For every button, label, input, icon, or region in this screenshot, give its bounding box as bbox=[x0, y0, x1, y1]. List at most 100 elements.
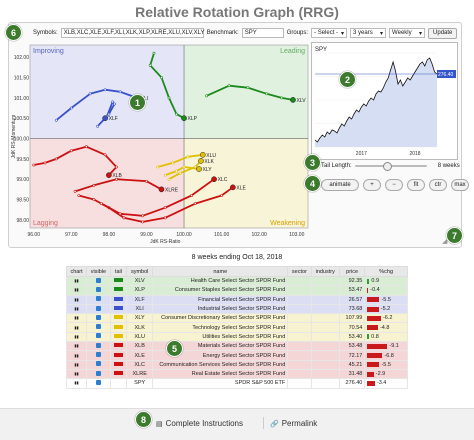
pct-change-label: -6.8 bbox=[384, 352, 394, 359]
visible-checkbox[interactable] bbox=[95, 305, 101, 311]
rrg-chart[interactable]: Improving Leading Lagging Weakening 96.00 97.… bbox=[10, 42, 310, 247]
chart-icon[interactable]: ▮▮ bbox=[74, 352, 79, 358]
permalink-link[interactable]: 🔗 Permalink bbox=[270, 419, 317, 428]
chart-icon[interactable]: ▮▮ bbox=[74, 324, 79, 330]
symbol-cell[interactable]: XLE bbox=[126, 350, 154, 361]
chart-cell: ▮▮ bbox=[65, 303, 88, 315]
sector-cell bbox=[287, 331, 312, 343]
visible-checkbox[interactable] bbox=[95, 361, 101, 367]
table-row[interactable]: ▮▮ XLK Technology Select Sector SPDR Fund 7… bbox=[65, 322, 408, 333]
visible-checkbox[interactable] bbox=[95, 352, 101, 358]
chart-icon[interactable]: ▮▮ bbox=[74, 315, 79, 321]
table-row[interactable]: ▮▮ XLP Consumer Staples Select Sector SPDR… bbox=[65, 285, 408, 296]
pct-change-cell: -5.5 bbox=[364, 359, 408, 370]
frequency-select[interactable]: Weekly ▾ bbox=[389, 28, 426, 38]
tail-color-swatch[interactable] bbox=[113, 343, 123, 348]
column-header-price[interactable]: price bbox=[338, 266, 366, 277]
chart-icon[interactable]: ▮▮ bbox=[74, 343, 79, 349]
chart-icon[interactable]: ▮▮ bbox=[74, 333, 79, 339]
column-header-name[interactable]: name bbox=[152, 266, 289, 277]
column-header-industry[interactable]: industry bbox=[310, 266, 340, 277]
update-button[interactable]: Update bbox=[428, 27, 458, 39]
chart-cell: ▮▮ bbox=[65, 294, 88, 305]
symbol-cell[interactable]: XLC bbox=[126, 359, 154, 370]
symbol-cell[interactable]: XLF bbox=[126, 294, 154, 305]
tail-color-swatch[interactable] bbox=[113, 315, 123, 320]
symbol-cell[interactable]: SPY bbox=[126, 378, 154, 389]
tail-color-swatch[interactable] bbox=[113, 371, 123, 376]
chart-icon[interactable]: ▮▮ bbox=[74, 371, 79, 377]
groups-select[interactable]: - Select - ▾ bbox=[311, 28, 348, 38]
column-header-symbol[interactable]: symbol bbox=[126, 266, 154, 277]
center-button[interactable]: ctr bbox=[429, 179, 447, 191]
tail-point bbox=[175, 169, 178, 173]
fit-button[interactable]: fit bbox=[407, 179, 425, 191]
table-row[interactable]: ▮▮ XLRE Real Estate Select Sector SPDR Fun… bbox=[65, 368, 408, 380]
table-row[interactable]: ▮▮ XLY Consumer Discretionary Select Secto… bbox=[65, 313, 408, 324]
column-header-tail[interactable]: tail bbox=[109, 266, 128, 277]
visible-checkbox[interactable] bbox=[95, 314, 101, 320]
tail-color-swatch[interactable] bbox=[113, 352, 123, 357]
table-row[interactable]: ▮▮ XLF Financial Select Sector SPDR Fund 26… bbox=[65, 294, 408, 305]
visible-checkbox[interactable] bbox=[95, 324, 101, 330]
slider-handle[interactable] bbox=[382, 162, 392, 171]
tail-color-swatch[interactable] bbox=[113, 278, 123, 283]
tail-point bbox=[156, 165, 160, 169]
table-row[interactable]: ▮▮ XLE Energy Select Sector SPDR Fund 72.17… bbox=[65, 350, 408, 361]
period-select[interactable]: 3 years ▾ bbox=[350, 28, 387, 38]
symbol-cell[interactable]: XLK bbox=[126, 322, 154, 333]
chart-icon[interactable]: ▮▮ bbox=[74, 306, 79, 312]
tail-color-swatch[interactable] bbox=[113, 306, 123, 311]
symbols-input[interactable]: XLB,XLC,XLE,XLF,XLI,XLK,XLP,XLRE,XLU,XLV… bbox=[60, 28, 205, 38]
table-row[interactable]: ▮▮ XLV Health Care Select Sector SPDR Fund… bbox=[65, 275, 408, 287]
symbol-cell[interactable]: XLRE bbox=[126, 368, 154, 380]
visible-checkbox[interactable] bbox=[95, 286, 101, 292]
visible-checkbox[interactable] bbox=[95, 333, 101, 339]
visible-checkbox[interactable] bbox=[95, 342, 101, 348]
table-row[interactable]: ▮▮ XLB Materials Select Sector SPDR Fund 53… bbox=[65, 341, 408, 352]
chart-icon[interactable]: ▮▮ bbox=[74, 380, 79, 386]
chart-icon[interactable]: ▮▮ bbox=[74, 361, 79, 367]
column-header-sector[interactable]: sector bbox=[287, 266, 312, 277]
tail-color-swatch[interactable] bbox=[113, 287, 123, 292]
spy-x-tick: 2017 bbox=[356, 151, 367, 157]
column-header-chart[interactable]: chart bbox=[65, 266, 88, 277]
table-row[interactable]: ▮▮ XLI Industrial Select Sector SPDR Fund 7… bbox=[65, 303, 408, 315]
visible-checkbox[interactable] bbox=[95, 296, 101, 302]
zoom-out-button[interactable]: − bbox=[385, 179, 403, 191]
table-row[interactable]: ▮▮ XLU Utilities Select Sector SPDR Fund 53… bbox=[65, 331, 408, 343]
table-row[interactable]: ▮▮ XLC Communication Services Select Secto… bbox=[65, 359, 408, 370]
symbol-cell[interactable]: XLB bbox=[126, 341, 154, 352]
symbol-cell[interactable]: XLP bbox=[126, 285, 154, 296]
symbol-cell[interactable]: XLY bbox=[126, 313, 154, 324]
chart-icon[interactable]: ▮▮ bbox=[74, 287, 79, 293]
zoom-in-button[interactable]: + bbox=[363, 179, 381, 191]
column-header-chg[interactable]: %chg bbox=[364, 266, 408, 277]
chart-icon[interactable]: ▮▮ bbox=[74, 278, 79, 284]
symbol-cell[interactable]: XLU bbox=[126, 331, 154, 343]
benchmark-input[interactable]: SPY bbox=[241, 28, 284, 38]
chart-icon[interactable]: ▮▮ bbox=[74, 296, 79, 302]
tail-color-swatch[interactable] bbox=[113, 333, 123, 338]
visible-checkbox[interactable] bbox=[95, 370, 101, 376]
resize-handle-icon[interactable]: ◢ bbox=[442, 238, 448, 245]
complete-instructions-link[interactable]: ▤ Complete Instructions bbox=[156, 419, 243, 428]
tail-color-swatch[interactable] bbox=[113, 296, 123, 301]
max-button[interactable]: max bbox=[451, 179, 469, 191]
visible-checkbox[interactable] bbox=[95, 277, 101, 283]
tail-xlk bbox=[168, 160, 202, 181]
industry-cell bbox=[310, 275, 340, 287]
pct-change-label: 0.8 bbox=[371, 333, 379, 340]
tail-color-swatch[interactable] bbox=[113, 324, 123, 329]
visible-checkbox[interactable] bbox=[95, 379, 101, 385]
tail-length-slider[interactable] bbox=[354, 162, 427, 171]
table-row[interactable]: ▮▮ SPY SPDR S&P 500 ETF 276.40 -3.4 bbox=[65, 378, 408, 389]
column-header-visible[interactable]: visible bbox=[86, 266, 111, 277]
animate-button[interactable]: animate bbox=[321, 179, 359, 191]
tail-color-swatch[interactable] bbox=[113, 361, 123, 366]
tail-color-swatch[interactable] bbox=[113, 380, 123, 385]
symbol-cell[interactable]: XLV bbox=[126, 275, 154, 287]
tail-cell bbox=[109, 285, 128, 296]
symbol-cell[interactable]: XLI bbox=[126, 303, 154, 315]
tail-point bbox=[122, 216, 126, 220]
